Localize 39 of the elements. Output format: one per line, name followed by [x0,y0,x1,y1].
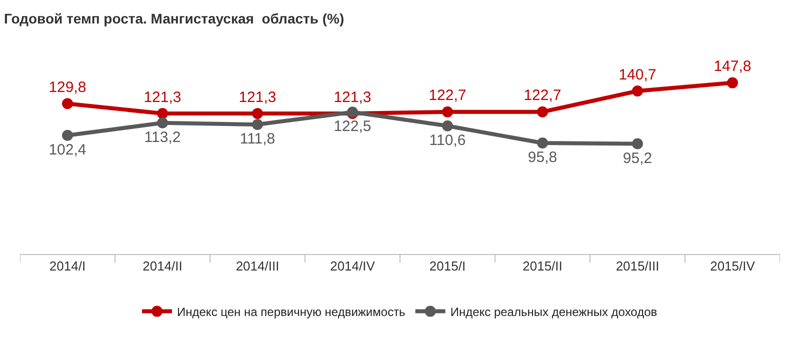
data-label: 147,8 [714,58,752,76]
point [252,119,263,130]
data-label: 95,2 [622,150,652,167]
data-label: 121,3 [238,88,276,106]
x-tick-label: 2015/II [522,258,562,274]
x-tick-label: 2014/II [142,258,182,274]
data-label: 113,2 [144,129,181,146]
data-label: 110,6 [429,132,466,150]
legend-label: Индекс реальных денежных доходов [450,304,658,319]
x-tick-label: 2014/IV [330,258,376,274]
legend-label: Индекс цен на первичную недвижимость [177,304,406,319]
point [537,138,548,149]
x-tick-label: 2014/III [236,258,280,274]
point [727,77,738,88]
data-label: 95,8 [528,149,558,166]
data-label: 102,4 [48,142,86,159]
data-label: 121,3 [144,88,182,106]
data-label: 122,5 [334,118,372,136]
point [442,106,453,118]
data-label: 111,8 [240,130,276,148]
x-tick-label: 2014/I [49,258,86,274]
point [157,108,168,119]
point [252,108,263,119]
point [537,106,548,118]
point [442,120,453,132]
data-label: 121,3 [334,88,372,106]
data-label: 122,7 [428,87,466,104]
point [157,117,168,128]
data-label: 129,8 [48,79,86,96]
point [632,138,643,150]
data-label: 140,7 [618,66,656,84]
chart-title: Годовой темп роста. Мангистауская область (%) [4,10,344,26]
x-tick-label: 2015/I [429,258,466,274]
point [62,98,73,110]
point [62,130,73,141]
data-label: 122,7 [524,87,562,104]
x-tick-label: 2015/III [616,258,660,274]
point [632,86,643,97]
x-tick-label: 2015/IV [710,258,756,274]
